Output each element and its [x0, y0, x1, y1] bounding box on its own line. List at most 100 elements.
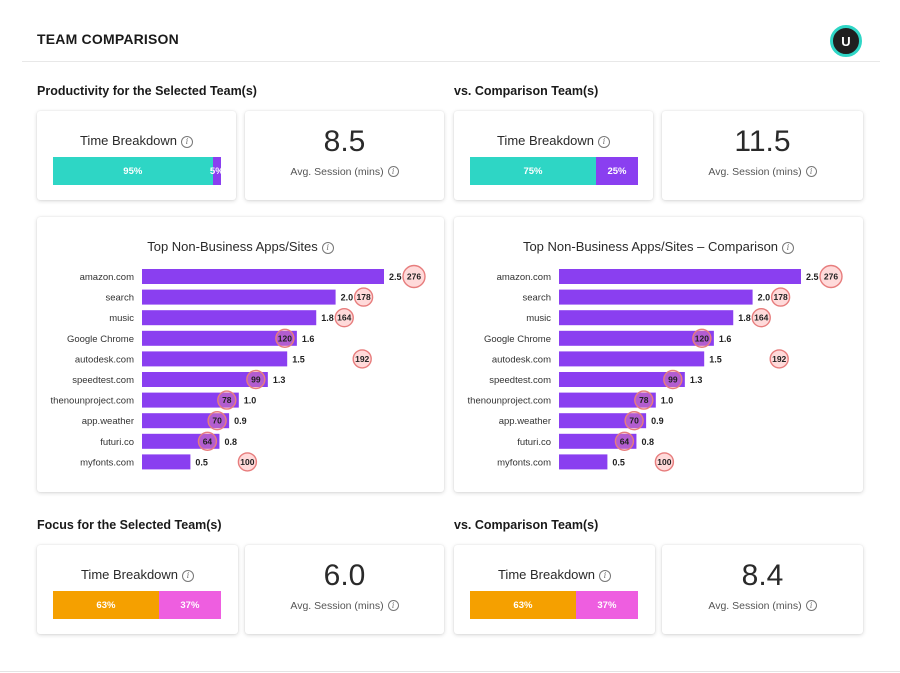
category-label: Google Chrome	[484, 334, 551, 345]
count-badge	[634, 390, 654, 410]
info-icon[interactable]: i	[321, 242, 334, 254]
avg-session-label: Avg. Session (mins) i	[662, 600, 863, 612]
focus-comparison-time-breakdown-card: Time Breakdown i 63% 37%	[454, 545, 655, 634]
count-badge	[246, 369, 266, 390]
count-badge-label: 164	[337, 313, 351, 323]
bar-search[interactable]	[559, 289, 753, 305]
time-breakdown-label: Time Breakdown i	[454, 567, 655, 582]
time-breakdown-bar: 95% 5%	[53, 157, 224, 185]
bar-amazon-com[interactable]	[142, 269, 384, 284]
bar-futuri-co[interactable]	[142, 433, 220, 449]
bar-value-label: 0.9	[234, 416, 247, 426]
count-badge-label: 100	[240, 457, 254, 467]
bar-value-label: 1.0	[244, 396, 257, 406]
count-badge	[624, 410, 644, 431]
category-label: amazon.com	[80, 272, 134, 283]
info-icon[interactable]: i	[387, 166, 399, 177]
category-label: thenounproject.com	[51, 396, 135, 407]
focus-section-title: Focus for the Selected Team(s)	[37, 518, 222, 532]
count-badge-label: 64	[620, 436, 630, 446]
bar-autodesk-com[interactable]	[559, 351, 705, 367]
breakdown-segment-37pct: 37%	[158, 591, 221, 619]
bar-value-label: 2.0	[341, 293, 354, 303]
count-badge-label: 178	[357, 292, 371, 302]
count-badge	[663, 369, 683, 390]
bar-value-label: 2.5	[389, 272, 402, 282]
focus-avg-session-card: 6.0 Avg. Session (mins) i	[245, 545, 444, 634]
user-avatar[interactable]: U	[830, 25, 862, 57]
bar-music[interactable]	[559, 310, 734, 326]
info-icon[interactable]: i	[805, 600, 817, 611]
bar-myfonts-com[interactable]	[142, 454, 191, 470]
count-badge-label: 70	[629, 416, 639, 426]
count-badge-label: 99	[251, 375, 261, 385]
count-badge	[334, 307, 354, 328]
info-icon[interactable]: i	[598, 136, 611, 148]
time-breakdown-bar: 63% 37%	[53, 591, 221, 619]
focus-comparison-title: vs. Comparison Team(s)	[454, 518, 599, 532]
bar-thenounproject-com[interactable]	[559, 392, 656, 408]
bar-futuri-co[interactable]	[559, 433, 637, 449]
bar-google-chrome[interactable]	[559, 330, 714, 346]
count-badge	[353, 287, 374, 307]
breakdown-segment-95pct: 95%	[53, 157, 213, 185]
bar-speedtest-com[interactable]	[559, 372, 685, 387]
footer-divider	[0, 671, 900, 672]
category-label: futuri.co	[100, 437, 134, 448]
page-header: TEAM COMPARISON U	[22, 0, 880, 62]
comparison-avg-session-card: 11.5 Avg. Session (mins) i	[662, 111, 863, 200]
info-icon[interactable]: i	[181, 136, 194, 148]
bar-myfonts-com[interactable]	[559, 454, 608, 470]
bar-speedtest-com[interactable]	[142, 372, 268, 387]
count-badge	[237, 452, 258, 472]
category-label: app.weather	[499, 416, 551, 427]
info-icon[interactable]: i	[599, 570, 612, 582]
info-icon[interactable]: i	[182, 570, 195, 582]
bar-value-label: 0.9	[651, 416, 664, 426]
count-badge	[402, 264, 426, 289]
bar-search[interactable]	[142, 289, 336, 305]
focus-comparison-avg-session-card: 8.4 Avg. Session (mins) i	[662, 545, 863, 634]
info-icon[interactable]: i	[782, 242, 795, 254]
bar-value-label: 0.5	[612, 457, 625, 467]
count-badge	[770, 287, 791, 307]
count-badge-label: 64	[203, 436, 213, 446]
count-badge-label: 164	[754, 313, 768, 323]
category-label: thenounproject.com	[468, 396, 552, 407]
info-icon[interactable]: i	[805, 166, 817, 177]
category-label: search	[522, 293, 551, 304]
avg-session-label: Avg. Session (mins) i	[662, 166, 863, 178]
bar-value-label: 1.5	[709, 354, 722, 364]
category-label: Google Chrome	[67, 334, 134, 345]
bar-google-chrome[interactable]	[142, 330, 297, 346]
bar-autodesk-com[interactable]	[142, 351, 288, 367]
breakdown-segment-25pct: 25%	[596, 157, 638, 185]
count-badge	[654, 452, 675, 472]
category-label: autodesk.com	[492, 354, 551, 365]
category-label: myfonts.com	[80, 457, 134, 468]
count-badge-label: 100	[657, 457, 671, 467]
bar-value-label: 0.8	[641, 437, 654, 447]
page-title: TEAM COMPARISON	[37, 31, 179, 47]
bar-app-weather[interactable]	[559, 413, 647, 429]
bar-amazon-com[interactable]	[559, 269, 801, 284]
count-badge-label: 120	[278, 333, 292, 343]
bar-thenounproject-com[interactable]	[142, 392, 239, 408]
productivity-avg-session-card: 8.5 Avg. Session (mins) i	[245, 111, 444, 200]
count-badge	[692, 328, 712, 349]
bar-app-weather[interactable]	[142, 413, 230, 429]
bar-music[interactable]	[142, 310, 317, 326]
count-badge-label: 192	[772, 354, 786, 364]
top-apps-chart-card: Top Non-Business Apps/Sites i amazon.com 2…	[37, 217, 444, 492]
bar-value-label: 0.8	[224, 437, 237, 447]
bar-value-label: 1.8	[738, 313, 751, 323]
info-icon[interactable]: i	[387, 600, 399, 611]
bar-value-label: 1.6	[719, 334, 732, 344]
count-badge	[197, 431, 218, 452]
productivity-section-title: Productivity for the Selected Team(s)	[37, 84, 257, 98]
breakdown-segment-75pct: 75%	[470, 157, 596, 185]
count-badge-label: 120	[695, 333, 709, 343]
time-breakdown-label: Time Breakdown i	[37, 133, 236, 148]
productivity-comparison-title: vs. Comparison Team(s)	[454, 84, 599, 98]
avg-session-value: 8.5	[323, 125, 366, 158]
